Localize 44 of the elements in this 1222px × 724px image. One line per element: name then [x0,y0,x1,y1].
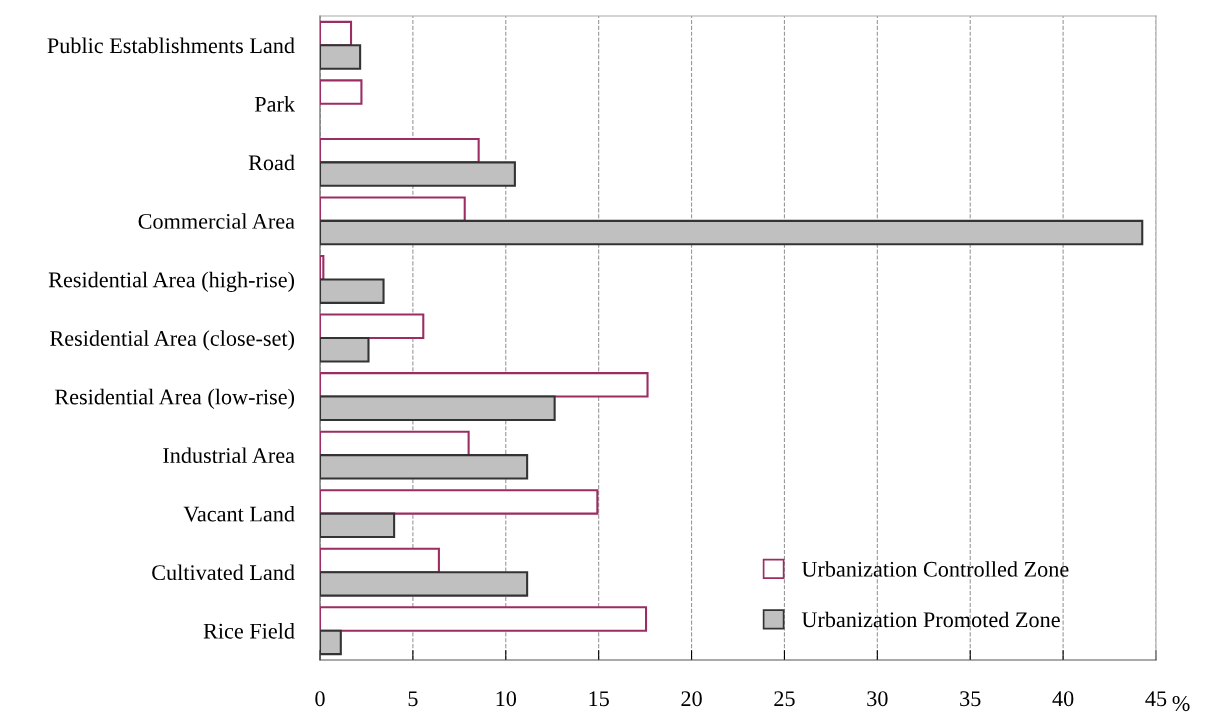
x-tick-label: 0 [315,691,325,707]
y-tick-label: Cultivated Land [152,564,295,581]
bar [320,79,363,105]
bar [320,313,425,340]
bar [320,196,466,222]
y-tick-label: Rice Field [203,623,295,639]
x-tick-label: 30 [867,691,888,707]
y-tick-label: Commercial Area [138,213,295,229]
bar [320,219,1144,246]
y-tick-label: Residential Area (close-set) [50,330,295,351]
y-tick-label: Industrial Area [163,447,295,464]
bar [320,44,362,70]
bar [320,20,353,47]
bar [320,278,385,304]
y-tick-label: Public Establishments Land [47,37,295,54]
bar [320,137,480,164]
x-tick-label: 35 [960,691,981,707]
x-tick-label: 15 [589,691,609,707]
legend-label: Urbanization Promoted Zone [801,611,1060,628]
bar [320,606,648,632]
y-tick-label: Residential Area (high-rise) [48,271,295,292]
x-tick-label: 20 [681,691,702,707]
x-axis-title: % [1172,696,1190,712]
y-tick-label: Residential Area (low-rise) [54,388,295,409]
bar [320,571,529,597]
bar [320,395,556,421]
x-tick-label: 40 [1052,691,1074,707]
y-tick-label: Road [248,154,295,171]
bar [320,547,440,574]
legend-label: Urbanization Controlled Zone [801,561,1069,577]
x-tick-label: 5 [408,691,418,707]
bar [320,512,396,539]
bar [320,372,649,398]
bar [320,161,516,187]
bar [320,629,342,656]
bar [320,430,470,457]
x-tick-label: 45 [1145,691,1167,707]
bar [320,489,599,515]
bar [320,454,529,480]
y-tick-label: Park [254,96,295,112]
x-tick-label: 10 [496,691,517,707]
bar [320,336,370,363]
y-tick-label: Vacant Land [183,505,295,522]
x-tick-label: 25 [774,691,795,707]
